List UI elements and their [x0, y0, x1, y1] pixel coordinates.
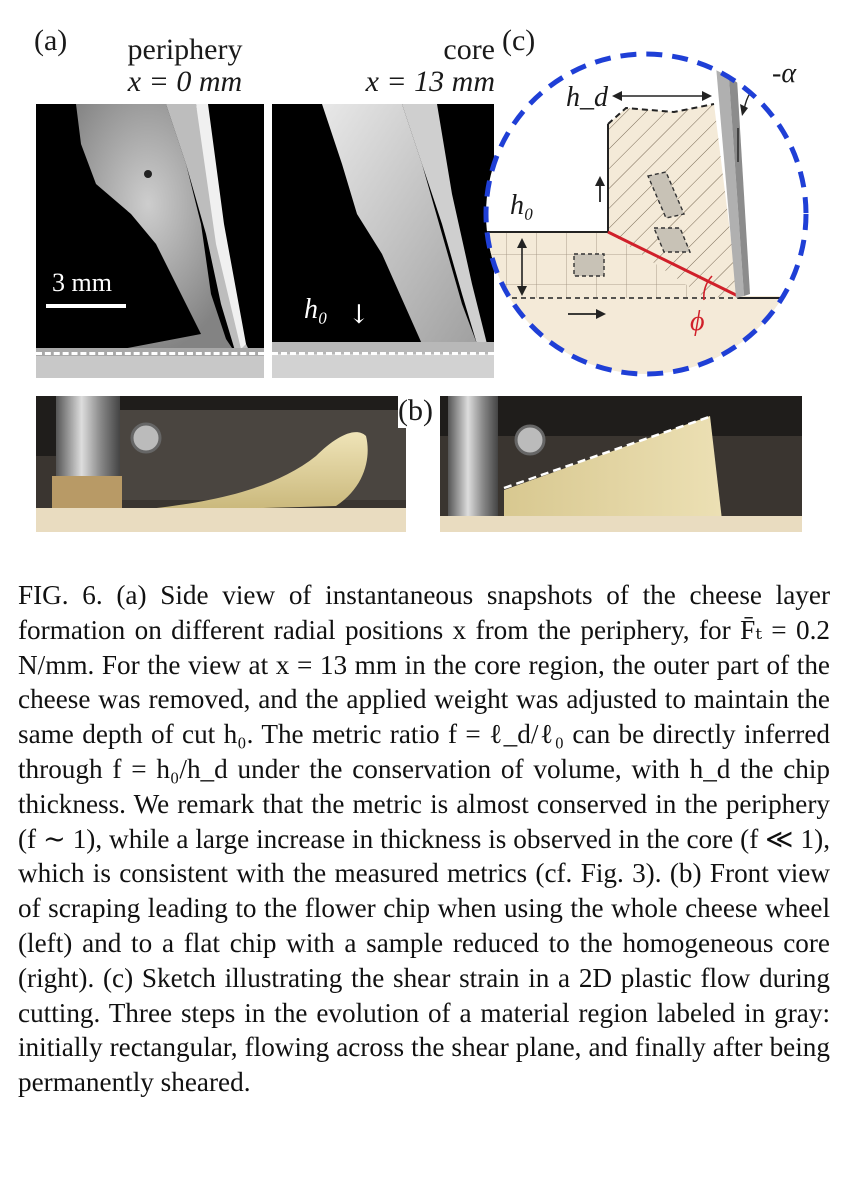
panel-b-label: (b)	[398, 394, 433, 428]
panel-a-label: (a)	[34, 24, 68, 57]
baseline-dashed-left	[36, 352, 264, 355]
core-header: core x = 13 mm	[325, 34, 495, 98]
core-title: core	[443, 33, 495, 66]
scalebar	[46, 304, 126, 308]
periphery-header: periphery x = 0 mm	[100, 34, 270, 98]
figure-caption: FIG. 6. (a) Side view of instantaneous s…	[18, 580, 830, 1098]
alpha-label: -α	[772, 58, 797, 89]
flower-chip-image	[36, 396, 406, 532]
hd-label: h_d	[566, 82, 608, 113]
baseline-dashed-right	[272, 352, 494, 355]
phi-label: ϕ	[690, 306, 705, 337]
core-snapshot-image	[272, 104, 494, 378]
flat-chip-photo	[440, 396, 802, 532]
periphery-title: periphery	[127, 33, 243, 66]
core-position: x = 13 mm	[365, 65, 495, 98]
periphery-position: x = 0 mm	[127, 65, 243, 98]
core-snapshot-photo: h₀ ↓	[272, 104, 494, 378]
h0-label: h₀	[510, 190, 534, 221]
periphery-snapshot-image	[36, 104, 264, 378]
depth-label-h0: h₀	[304, 294, 328, 325]
periphery-snapshot-photo: 3 mm	[36, 104, 264, 378]
shear-sketch-diagram	[483, 51, 809, 377]
panel-c-label: (c)	[502, 24, 536, 57]
flat-chip-image	[440, 396, 802, 532]
down-arrow-icon: ↓	[348, 300, 370, 330]
scalebar-label: 3 mm	[52, 268, 112, 297]
flower-chip-photo	[36, 396, 406, 532]
